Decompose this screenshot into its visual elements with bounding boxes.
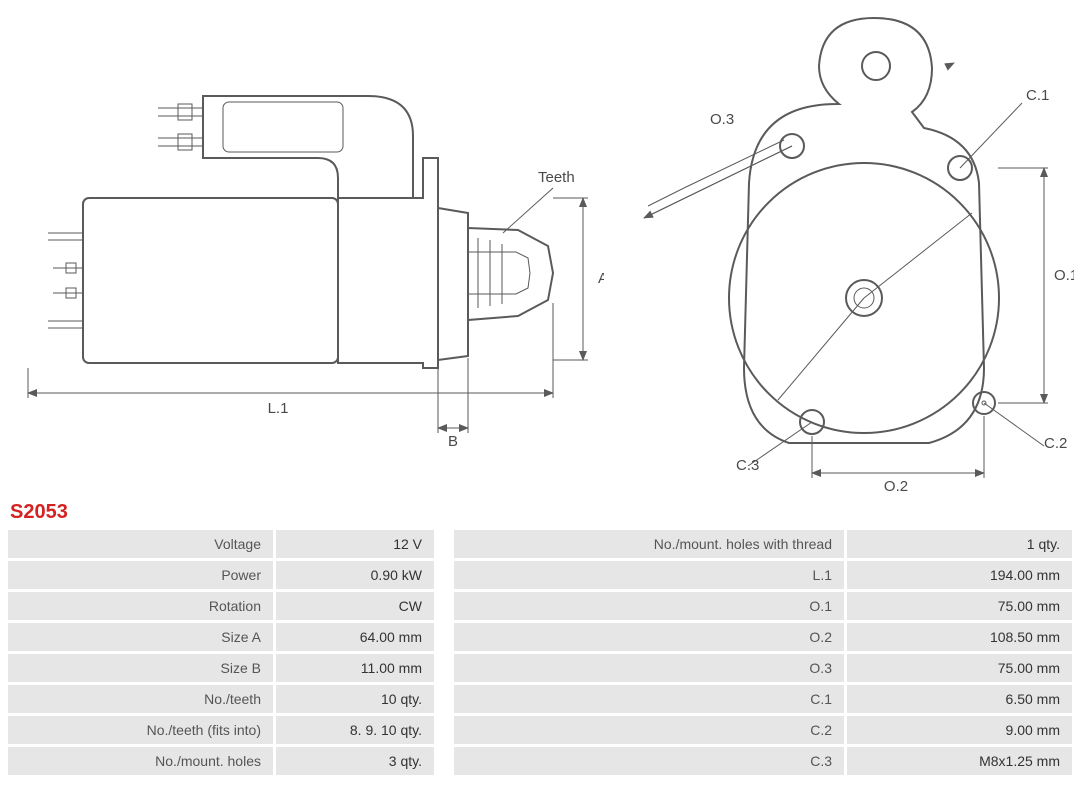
spec-value: 75.00 mm (847, 592, 1072, 620)
spec-row: Voltage12 V (8, 530, 450, 558)
spec-row: Size B11.00 mm (8, 654, 450, 682)
spec-label: C.2 (454, 716, 844, 744)
spec-label: O.1 (454, 592, 844, 620)
spec-row: Power0.90 kW (8, 561, 450, 589)
spec-label: C.3 (454, 747, 844, 775)
spec-row: O.175.00 mm (454, 592, 1072, 620)
spec-value: M8x1.25 mm (847, 747, 1072, 775)
label-a: A (598, 270, 604, 287)
spec-row: RotationCW (8, 592, 450, 620)
spec-row: C.16.50 mm (454, 685, 1072, 713)
spec-value: 1 qty. (847, 530, 1072, 558)
label-c2: C.2 (1044, 435, 1067, 452)
spec-label: Size A (8, 623, 273, 651)
spec-value: 11.00 mm (276, 654, 434, 682)
spec-value: CW (276, 592, 434, 620)
label-o3: O.3 (710, 111, 734, 128)
spec-row: No./teeth10 qty. (8, 685, 450, 713)
spec-row: O.2108.50 mm (454, 623, 1072, 651)
spec-row: C.29.00 mm (454, 716, 1072, 744)
spec-label: O.3 (454, 654, 844, 682)
spec-label: L.1 (454, 561, 844, 589)
label-l1: L.1 (268, 400, 289, 417)
spec-label: No./teeth (fits into) (8, 716, 273, 744)
spec-row: No./mount. holes with thread1 qty. (454, 530, 1072, 558)
spec-row: No./teeth (fits into)8. 9. 10 qty. (8, 716, 450, 744)
diagram-front-view: O.3 C.1 O.1 C.2 C.3 O.2 (624, 8, 1074, 497)
spec-value: 9.00 mm (847, 716, 1072, 744)
spec-value: 12 V (276, 530, 434, 558)
diagram-side-view: L.1 B A Teeth (8, 8, 604, 497)
spec-value: 3 qty. (276, 747, 434, 775)
spec-value: 8. 9. 10 qty. (276, 716, 434, 744)
spec-row: Size A64.00 mm (8, 623, 450, 651)
diagram-row: L.1 B A Teeth (8, 8, 1072, 497)
label-o1: O.1 (1054, 267, 1074, 284)
spec-value: 108.50 mm (847, 623, 1072, 651)
spec-value: 6.50 mm (847, 685, 1072, 713)
spec-label: C.1 (454, 685, 844, 713)
spec-column-right: No./mount. holes with thread1 qty.L.1194… (454, 530, 1072, 775)
spec-label: Size B (8, 654, 273, 682)
spec-label: O.2 (454, 623, 844, 651)
spec-row: C.3M8x1.25 mm (454, 747, 1072, 775)
spec-row: O.375.00 mm (454, 654, 1072, 682)
spec-row: No./mount. holes3 qty. (8, 747, 450, 775)
label-teeth: Teeth (538, 169, 575, 186)
spec-value: 75.00 mm (847, 654, 1072, 682)
spec-value: 10 qty. (276, 685, 434, 713)
label-o2: O.2 (884, 478, 908, 494)
spec-row: L.1194.00 mm (454, 561, 1072, 589)
label-c1: C.1 (1026, 87, 1049, 104)
spec-label: Rotation (8, 592, 273, 620)
spec-label: Power (8, 561, 273, 589)
spec-label: No./mount. holes (8, 747, 273, 775)
spec-value: 194.00 mm (847, 561, 1072, 589)
label-c3: C.3 (736, 457, 759, 474)
spec-value: 0.90 kW (276, 561, 434, 589)
spec-label: Voltage (8, 530, 273, 558)
spec-value: 64.00 mm (276, 623, 434, 651)
spec-label: No./mount. holes with thread (454, 530, 844, 558)
spec-label: No./teeth (8, 685, 273, 713)
spec-column-left: Voltage12 VPower0.90 kWRotationCWSize A6… (8, 530, 450, 775)
label-b: B (448, 433, 458, 448)
part-number-title: S2053 (10, 501, 1072, 524)
spec-table: Voltage12 VPower0.90 kWRotationCWSize A6… (8, 530, 1072, 775)
